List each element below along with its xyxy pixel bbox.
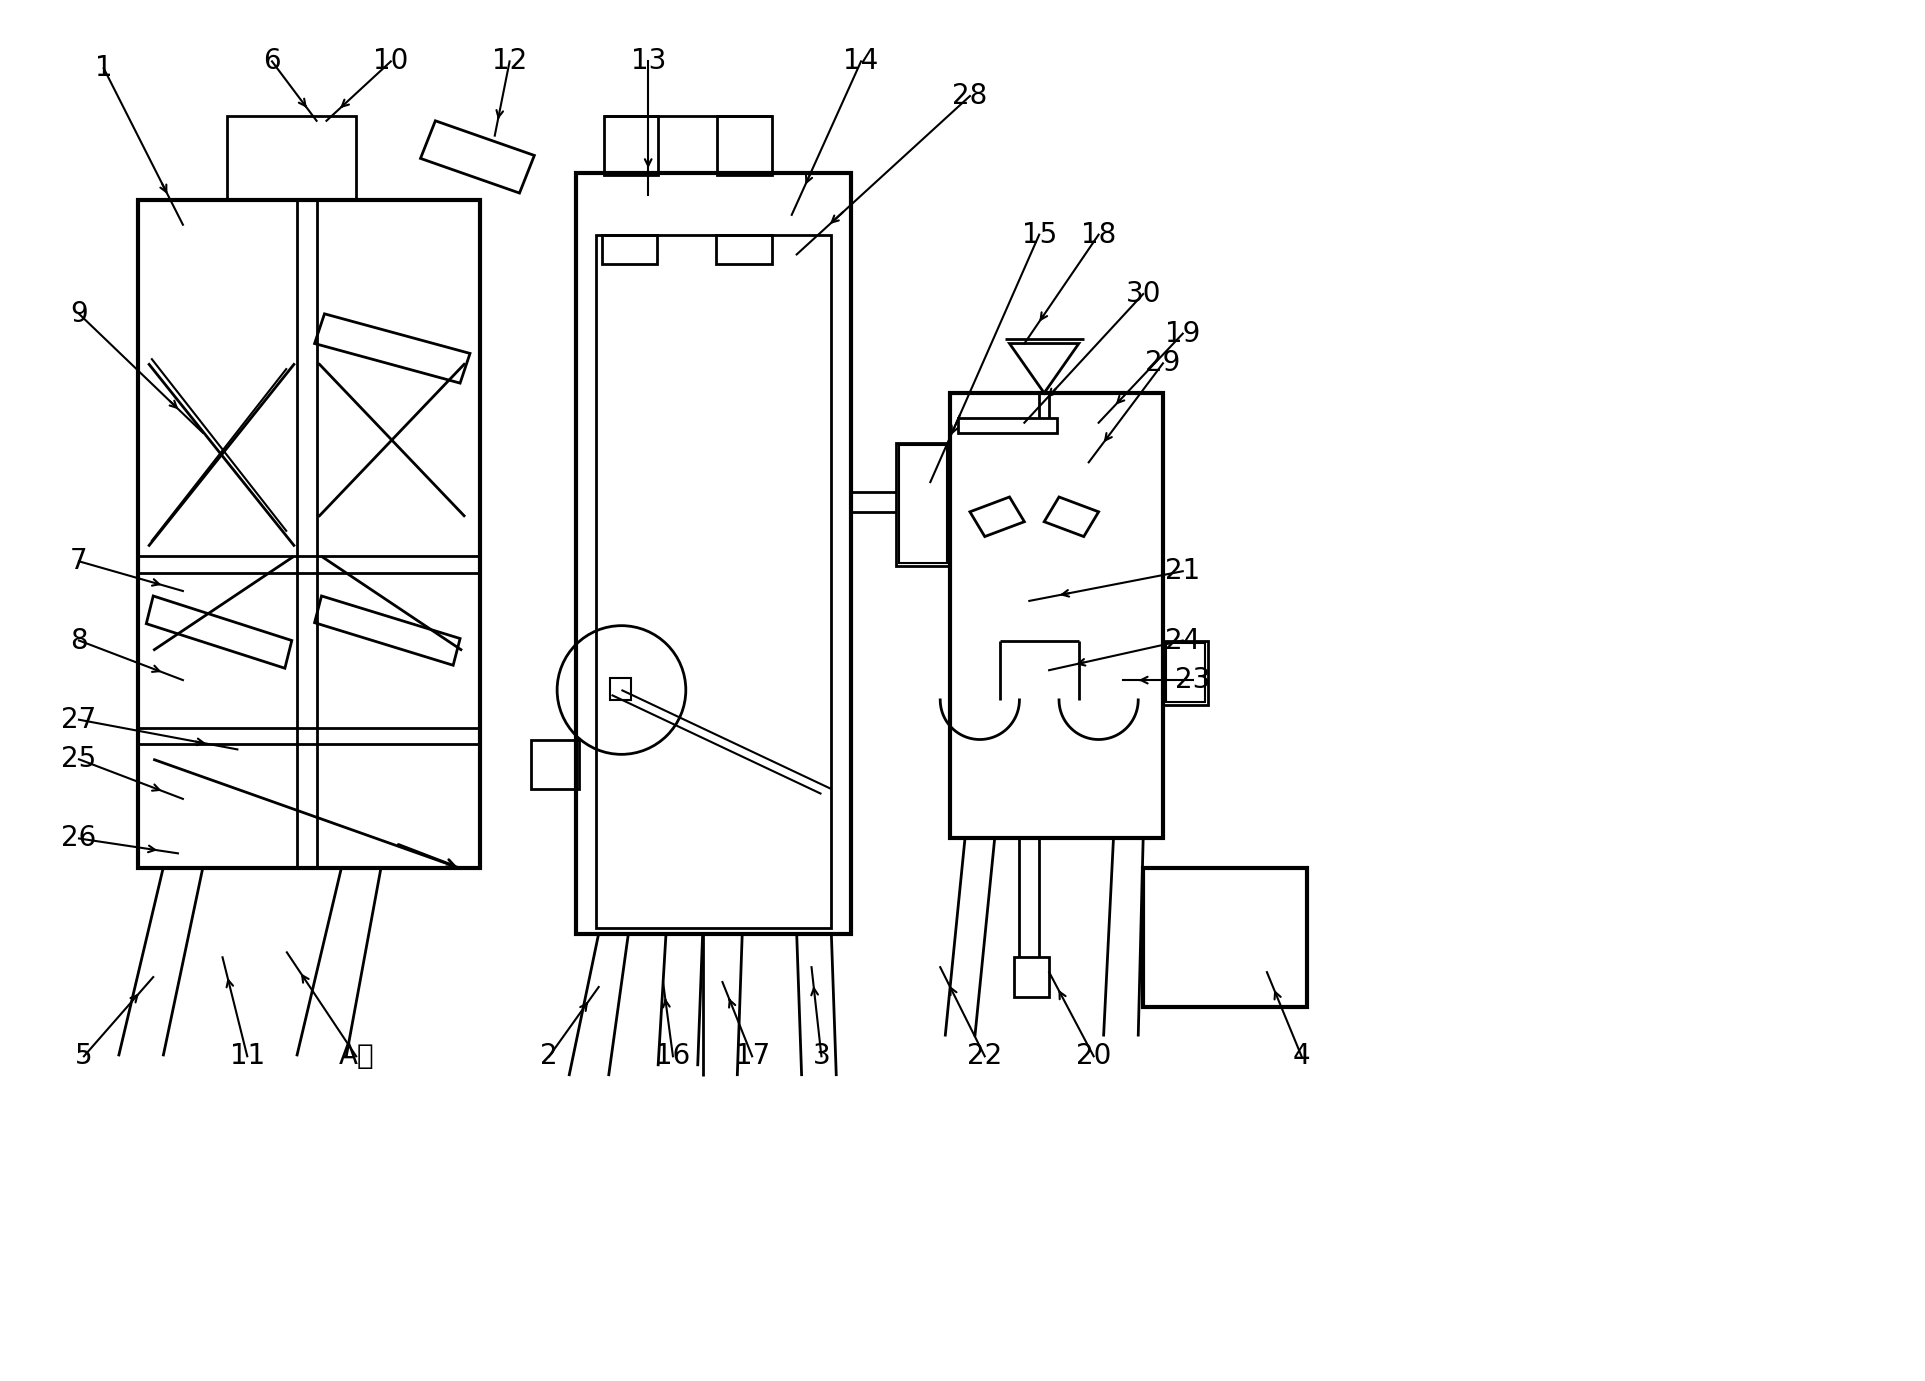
Text: 6: 6 xyxy=(264,47,281,76)
Text: 28: 28 xyxy=(953,81,988,110)
Text: 13: 13 xyxy=(631,47,666,76)
Text: 17: 17 xyxy=(735,1043,770,1070)
Text: 4: 4 xyxy=(1294,1043,1311,1070)
Text: 12: 12 xyxy=(493,47,527,76)
Bar xyxy=(227,116,356,200)
Text: 15: 15 xyxy=(1022,221,1057,249)
Text: 1: 1 xyxy=(94,54,112,83)
Text: 19: 19 xyxy=(1165,319,1201,348)
Bar xyxy=(139,200,479,869)
Bar xyxy=(899,446,947,563)
Text: 20: 20 xyxy=(1076,1043,1111,1070)
Text: 8: 8 xyxy=(69,627,89,655)
Bar xyxy=(610,678,631,700)
Text: 2: 2 xyxy=(541,1043,558,1070)
Text: 18: 18 xyxy=(1082,221,1116,249)
Text: 25: 25 xyxy=(62,746,96,773)
Bar xyxy=(576,173,851,934)
Text: 16: 16 xyxy=(654,1043,691,1070)
Bar xyxy=(1167,644,1205,702)
Text: 21: 21 xyxy=(1165,557,1201,586)
Text: A部: A部 xyxy=(339,1043,373,1070)
Text: 7: 7 xyxy=(69,547,89,576)
Text: 11: 11 xyxy=(229,1043,266,1070)
Bar xyxy=(604,116,658,175)
Text: 27: 27 xyxy=(62,706,96,733)
Bar xyxy=(1163,641,1207,704)
Text: 10: 10 xyxy=(373,47,408,76)
Bar xyxy=(718,116,772,175)
Bar xyxy=(531,739,579,789)
Bar xyxy=(895,442,951,566)
Text: 22: 22 xyxy=(966,1043,1003,1070)
Text: 3: 3 xyxy=(812,1043,830,1070)
Bar xyxy=(959,418,1057,432)
Text: 29: 29 xyxy=(1145,349,1180,377)
Text: 14: 14 xyxy=(843,47,878,76)
Bar xyxy=(1143,869,1307,1007)
Bar xyxy=(595,235,832,928)
Text: 5: 5 xyxy=(75,1043,92,1070)
Text: 26: 26 xyxy=(62,824,96,852)
Bar xyxy=(1014,957,1049,997)
Bar xyxy=(716,235,772,264)
Bar xyxy=(603,235,656,264)
Text: 23: 23 xyxy=(1174,666,1211,695)
Text: 24: 24 xyxy=(1165,627,1201,655)
Text: 30: 30 xyxy=(1126,280,1161,308)
Text: 9: 9 xyxy=(69,300,89,327)
Bar xyxy=(951,394,1163,838)
